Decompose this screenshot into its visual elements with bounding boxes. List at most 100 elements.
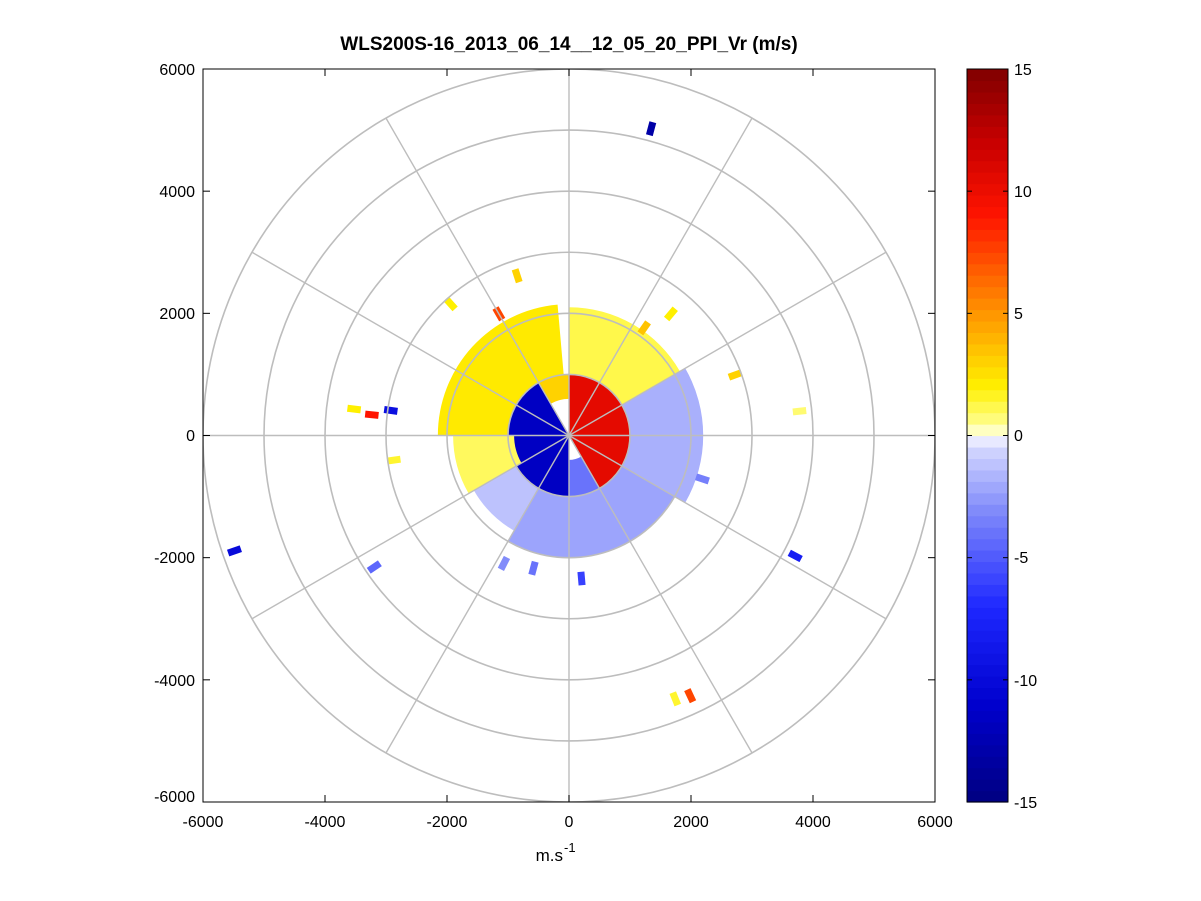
x-tick-label: -6000 xyxy=(183,814,224,831)
colorbar-swatch xyxy=(967,332,1008,345)
colorbar-swatch xyxy=(967,538,1008,551)
range-gate xyxy=(663,306,678,322)
range-gate xyxy=(386,455,401,465)
colorbar-swatch xyxy=(967,790,1008,803)
x-axis-label: m.s xyxy=(536,846,563,865)
azimuth-spoke xyxy=(568,435,753,754)
velocity-sector xyxy=(569,371,634,492)
polar-grid xyxy=(203,69,935,802)
y-tick-label: 4000 xyxy=(159,184,195,201)
y-tick-label: -4000 xyxy=(154,673,195,690)
colorbar-swatch xyxy=(967,229,1008,242)
colorbar-swatch xyxy=(967,263,1008,276)
x-tick-label: -4000 xyxy=(305,814,346,831)
colorbar-swatch xyxy=(967,286,1008,299)
range-gate xyxy=(792,407,807,416)
y-tick-label: 0 xyxy=(186,428,195,445)
colorbar-swatch xyxy=(967,355,1008,368)
y-tick-label: 6000 xyxy=(159,62,195,79)
colorbar-swatch xyxy=(967,275,1008,288)
colorbar-swatch xyxy=(967,756,1008,769)
colorbar-swatch xyxy=(967,435,1008,448)
velocity-sector xyxy=(569,456,600,497)
colorbar-swatch xyxy=(967,137,1008,150)
colorbar-swatch xyxy=(967,252,1008,265)
colorbar-swatch xyxy=(967,172,1008,185)
colorbar-swatch xyxy=(967,618,1008,631)
x-tick-label: -2000 xyxy=(427,814,468,831)
colorbar-swatch xyxy=(967,504,1008,517)
range-gate xyxy=(528,560,539,576)
colorbar-swatch xyxy=(967,80,1008,93)
colorbar xyxy=(967,69,1008,803)
colorbar-swatch xyxy=(967,91,1008,104)
colorbar-swatch xyxy=(967,653,1008,666)
x-axis-label-exponent: -1 xyxy=(564,840,576,855)
colorbar-swatch xyxy=(967,721,1008,734)
colorbar-swatch xyxy=(967,641,1008,654)
colorbar-swatch xyxy=(967,572,1008,585)
range-gate xyxy=(226,545,242,557)
colorbar-swatch xyxy=(967,424,1008,437)
range-gate xyxy=(645,121,657,137)
range-gate xyxy=(366,560,382,574)
colorbar-swatch xyxy=(967,401,1008,414)
colorbar-swatch xyxy=(967,469,1008,482)
y-tick-label: 2000 xyxy=(159,306,195,323)
colorbar-swatch xyxy=(967,389,1008,402)
azimuth-spoke xyxy=(385,117,570,436)
colorbar-swatch xyxy=(967,69,1008,82)
colorbar-swatch xyxy=(967,126,1008,139)
x-tick-label: 2000 xyxy=(673,814,709,831)
colorbar-swatch xyxy=(967,412,1008,425)
colorbar-swatch xyxy=(967,320,1008,334)
azimuth-spoke xyxy=(568,117,753,436)
colorbar-swatch xyxy=(967,149,1008,162)
colorbar-swatch xyxy=(967,217,1008,230)
range-gate xyxy=(694,473,710,485)
azimuth-spoke xyxy=(385,435,570,754)
colorbar-swatch xyxy=(967,515,1008,528)
colorbar-swatch xyxy=(967,240,1008,253)
colorbar-swatch xyxy=(967,527,1008,540)
colorbar-swatch xyxy=(967,492,1008,505)
range-gate xyxy=(577,571,586,586)
colorbar-tick-label: -15 xyxy=(1014,795,1037,812)
colorbar-tick-label: 15 xyxy=(1014,62,1032,79)
x-tick-label: 0 xyxy=(565,814,574,831)
colorbar-swatch xyxy=(967,458,1008,471)
y-tick-label: -2000 xyxy=(154,550,195,567)
colorbar-swatch xyxy=(967,160,1008,173)
colorbar-swatch xyxy=(967,584,1008,597)
range-gate xyxy=(727,369,743,381)
colorbar-swatch xyxy=(967,630,1008,643)
range-gate xyxy=(346,404,362,414)
velocity-sector xyxy=(508,466,675,558)
colorbar-swatch xyxy=(967,194,1008,208)
colorbar-tick-label: 5 xyxy=(1014,306,1023,323)
colorbar-ticks xyxy=(967,68,1008,803)
colorbar-swatch xyxy=(967,676,1008,689)
colorbar-swatch xyxy=(967,779,1008,792)
colorbar-swatch xyxy=(967,366,1008,379)
range-gate xyxy=(443,296,458,312)
velocity-sector xyxy=(538,374,569,404)
colorbar-swatch xyxy=(967,378,1008,391)
x-tick-label: 4000 xyxy=(795,814,831,831)
colorbar-swatch xyxy=(967,206,1008,219)
colorbar-swatch xyxy=(967,103,1008,116)
colorbar-swatch xyxy=(967,607,1008,620)
colorbar-swatch xyxy=(967,710,1008,723)
colorbar-swatch xyxy=(967,446,1008,460)
colorbar-swatch xyxy=(967,767,1008,780)
colorbar-swatch xyxy=(967,183,1008,196)
colorbar-swatch xyxy=(967,733,1008,746)
colorbar-swatch xyxy=(967,687,1008,700)
x-tick-label: 6000 xyxy=(917,814,953,831)
colorbar-swatch xyxy=(967,114,1008,127)
colorbar-swatch xyxy=(967,309,1008,322)
velocity-sector xyxy=(507,382,569,497)
velocity-sector xyxy=(453,435,522,494)
colorbar-swatch xyxy=(967,481,1008,494)
